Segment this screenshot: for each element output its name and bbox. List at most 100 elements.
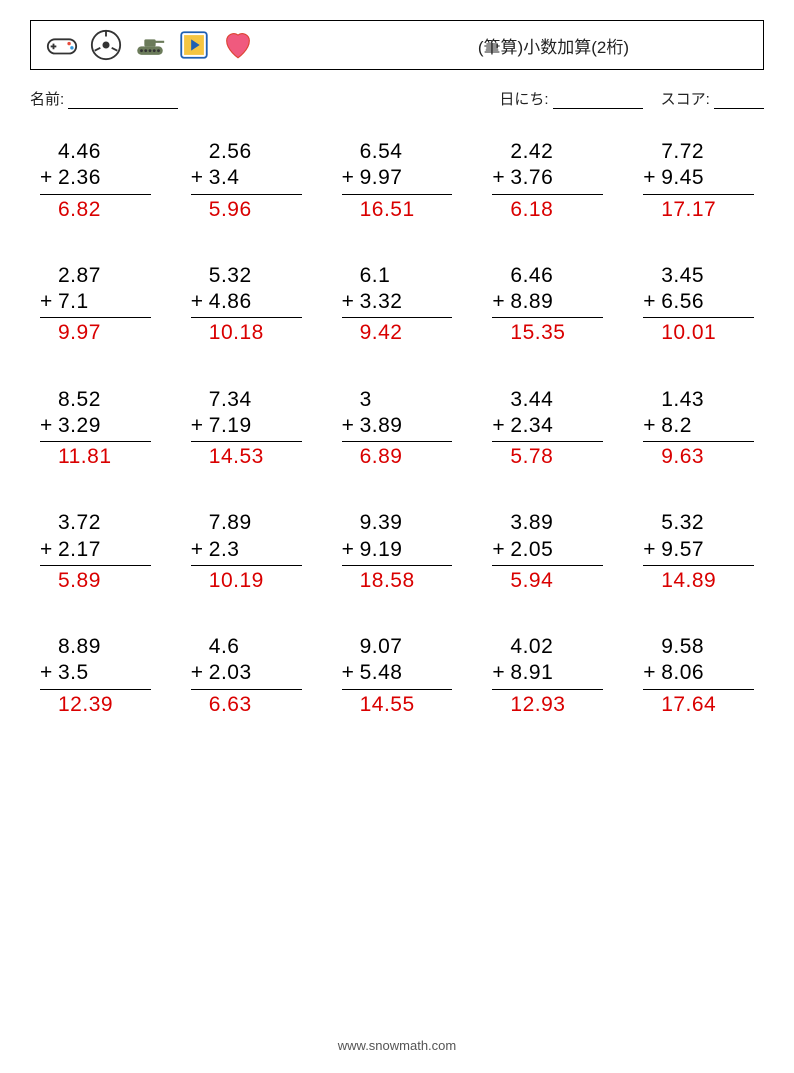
operand-2: 7.1 (58, 289, 89, 315)
plus-sign: + (191, 289, 209, 315)
operand-2: 8.2 (661, 413, 692, 439)
operand-2-row: +9.45 (643, 165, 754, 194)
operand-2: 7.19 (209, 413, 252, 439)
answer: 9.63 (643, 442, 754, 470)
operand-2: 3.32 (360, 289, 403, 315)
answer: 12.39 (40, 690, 151, 718)
operand-2-row: +8.06 (643, 660, 754, 689)
operand-2-row: +2.05 (492, 537, 603, 566)
plus-sign: + (342, 165, 360, 191)
operand-2: 3.29 (58, 413, 101, 439)
math-problem: 8.89+3.512.39 (40, 634, 151, 718)
plus-sign: + (492, 289, 510, 315)
play-icon (177, 28, 211, 62)
footer-url: www.snowmath.com (0, 1038, 794, 1053)
operand-1: 7.72 (643, 139, 754, 165)
operand-2: 3.4 (209, 165, 240, 191)
icon-row (45, 28, 255, 62)
plus-sign: + (40, 413, 58, 439)
worksheet-title: (筆算)小数加算(2桁) (478, 33, 629, 58)
score-field: スコア: (661, 88, 764, 109)
math-problem: 3.72+2.175.89 (40, 510, 151, 594)
math-problem: 6.1+3.329.42 (342, 263, 453, 347)
answer: 6.82 (40, 195, 151, 223)
math-problem: 3+3.896.89 (342, 387, 453, 471)
answer: 11.81 (40, 442, 151, 470)
operand-2-row: +9.97 (342, 165, 453, 194)
operand-2: 3.5 (58, 660, 89, 686)
operand-2: 3.76 (510, 165, 553, 191)
operand-1: 7.34 (191, 387, 302, 413)
operand-2-row: +7.19 (191, 413, 302, 442)
date-field: 日にち: (499, 88, 642, 109)
operand-2: 8.06 (661, 660, 704, 686)
math-problem: 2.56+3.45.96 (191, 139, 302, 223)
operand-1: 3 (342, 387, 453, 413)
plus-sign: + (643, 660, 661, 686)
operand-2: 2.36 (58, 165, 101, 191)
operand-2-row: +9.57 (643, 537, 754, 566)
math-problem: 1.43+8.29.63 (643, 387, 754, 471)
answer: 12.93 (492, 690, 603, 718)
name-label: 名前: (30, 91, 64, 108)
heart-icon (221, 28, 255, 62)
operand-2: 6.56 (661, 289, 704, 315)
operand-2: 9.45 (661, 165, 704, 191)
operand-1: 4.02 (492, 634, 603, 660)
plus-sign: + (191, 165, 209, 191)
operand-2-row: +3.4 (191, 165, 302, 194)
math-problem: 6.54+9.9716.51 (342, 139, 453, 223)
math-problem: 9.39+9.1918.58 (342, 510, 453, 594)
math-problem: 9.07+5.4814.55 (342, 634, 453, 718)
operand-1: 9.58 (643, 634, 754, 660)
answer: 6.63 (191, 690, 302, 718)
math-problem: 7.34+7.1914.53 (191, 387, 302, 471)
plus-sign: + (342, 289, 360, 315)
math-problem: 4.02+8.9112.93 (492, 634, 603, 718)
answer: 9.97 (40, 318, 151, 346)
answer: 17.64 (643, 690, 754, 718)
answer: 10.18 (191, 318, 302, 346)
operand-1: 5.32 (191, 263, 302, 289)
answer: 14.55 (342, 690, 453, 718)
operand-2: 2.05 (510, 537, 553, 563)
plus-sign: + (191, 660, 209, 686)
operand-1: 3.45 (643, 263, 754, 289)
answer: 5.94 (492, 566, 603, 594)
math-problem: 3.45+6.5610.01 (643, 263, 754, 347)
math-problem: 9.58+8.0617.64 (643, 634, 754, 718)
plus-sign: + (643, 537, 661, 563)
operand-2-row: +3.89 (342, 413, 453, 442)
math-problem: 8.52+3.29 11.81 (40, 387, 151, 471)
operand-2: 9.19 (360, 537, 403, 563)
answer: 10.01 (643, 318, 754, 346)
operand-2-row: +2.3 (191, 537, 302, 566)
plus-sign: + (342, 660, 360, 686)
answer: 18.58 (342, 566, 453, 594)
plus-sign: + (643, 413, 661, 439)
operand-2-row: +8.91 (492, 660, 603, 689)
operand-1: 3.89 (492, 510, 603, 536)
operand-2: 4.86 (209, 289, 252, 315)
plus-sign: + (342, 537, 360, 563)
math-problem: 4.46+2.366.82 (40, 139, 151, 223)
operand-2-row: +8.2 (643, 413, 754, 442)
operand-2-row: +3.76 (492, 165, 603, 194)
operand-2-row: +6.56 (643, 289, 754, 318)
operand-1: 4.6 (191, 634, 302, 660)
operand-1: 6.54 (342, 139, 453, 165)
plus-sign: + (40, 289, 58, 315)
operand-1: 3.72 (40, 510, 151, 536)
answer: 14.53 (191, 442, 302, 470)
operand-2: 3.89 (360, 413, 403, 439)
date-label: 日にち: (499, 91, 548, 108)
operand-1: 9.07 (342, 634, 453, 660)
plus-sign: + (492, 165, 510, 191)
operand-2-row: +3.5 (40, 660, 151, 689)
problem-grid: 4.46+2.366.822.56+3.45.966.54+9.9716.512… (40, 139, 754, 718)
operand-2: 9.57 (661, 537, 704, 563)
operand-1: 6.1 (342, 263, 453, 289)
operand-2-row: +9.19 (342, 537, 453, 566)
operand-2-row: +7.1 (40, 289, 151, 318)
operand-1: 8.52 (40, 387, 151, 413)
